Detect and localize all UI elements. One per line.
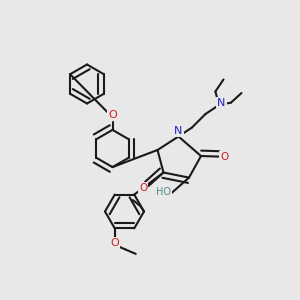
Text: O: O: [139, 183, 147, 194]
Text: N: N: [174, 126, 183, 136]
Text: O: O: [110, 238, 119, 248]
Text: O: O: [108, 110, 117, 120]
Text: O: O: [220, 152, 229, 162]
Text: N: N: [217, 98, 226, 109]
Text: HO: HO: [156, 187, 171, 197]
